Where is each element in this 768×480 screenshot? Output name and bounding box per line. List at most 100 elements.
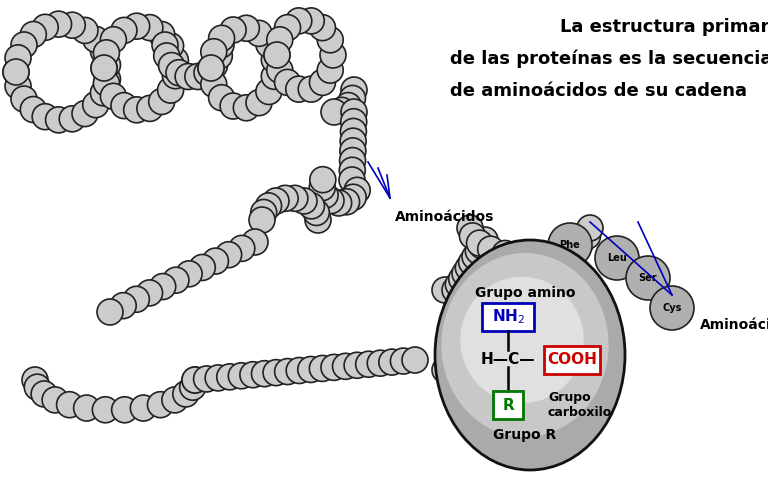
Circle shape (25, 374, 51, 400)
Circle shape (340, 138, 366, 164)
Circle shape (92, 397, 118, 423)
Text: Grupo
carboxilo: Grupo carboxilo (548, 391, 612, 419)
Circle shape (147, 392, 174, 418)
Circle shape (263, 360, 289, 385)
Circle shape (200, 39, 227, 65)
Circle shape (272, 185, 298, 211)
Circle shape (442, 278, 468, 305)
Circle shape (194, 366, 220, 392)
Circle shape (556, 236, 582, 262)
Circle shape (356, 351, 382, 377)
Circle shape (22, 367, 48, 393)
Circle shape (335, 93, 361, 119)
Circle shape (20, 96, 46, 122)
Circle shape (264, 42, 290, 68)
Circle shape (57, 392, 82, 418)
FancyBboxPatch shape (544, 346, 600, 374)
Circle shape (459, 223, 485, 249)
Circle shape (310, 355, 336, 382)
Circle shape (217, 364, 243, 390)
Circle shape (185, 63, 211, 89)
Circle shape (568, 230, 594, 256)
Circle shape (464, 334, 490, 360)
Circle shape (341, 108, 366, 135)
Circle shape (458, 291, 485, 317)
Circle shape (157, 77, 184, 103)
Circle shape (333, 353, 359, 379)
Circle shape (466, 230, 492, 256)
Circle shape (263, 188, 289, 214)
Circle shape (201, 53, 227, 79)
Text: Grupo amino: Grupo amino (475, 286, 575, 300)
Circle shape (94, 70, 120, 96)
Circle shape (340, 128, 366, 154)
Circle shape (626, 256, 670, 300)
Circle shape (310, 175, 335, 201)
Circle shape (162, 48, 188, 73)
Circle shape (457, 215, 483, 241)
Circle shape (203, 248, 228, 274)
Circle shape (175, 63, 201, 89)
Circle shape (246, 20, 272, 47)
Circle shape (124, 97, 150, 123)
Circle shape (542, 240, 568, 266)
Circle shape (274, 14, 300, 41)
Circle shape (256, 79, 282, 105)
Circle shape (131, 395, 157, 421)
Circle shape (451, 283, 477, 309)
Circle shape (176, 261, 202, 287)
Circle shape (339, 85, 366, 111)
Circle shape (233, 15, 260, 41)
Circle shape (317, 27, 343, 53)
Circle shape (390, 348, 416, 374)
Circle shape (72, 101, 98, 127)
Circle shape (162, 387, 188, 413)
Circle shape (339, 167, 365, 193)
Circle shape (110, 293, 136, 319)
Circle shape (432, 357, 458, 383)
Circle shape (329, 97, 355, 123)
Text: Aminoácidos: Aminoácidos (395, 210, 495, 224)
Circle shape (149, 88, 174, 115)
Circle shape (310, 14, 336, 41)
Circle shape (200, 71, 227, 97)
Circle shape (326, 190, 352, 216)
Circle shape (462, 244, 488, 270)
FancyBboxPatch shape (493, 391, 523, 419)
Circle shape (310, 167, 336, 192)
Circle shape (340, 184, 366, 210)
Circle shape (242, 229, 268, 255)
Circle shape (464, 300, 490, 326)
Circle shape (74, 395, 100, 421)
Circle shape (163, 267, 189, 293)
Circle shape (173, 381, 199, 407)
Circle shape (333, 189, 359, 215)
Circle shape (379, 349, 405, 375)
Circle shape (162, 63, 188, 89)
Circle shape (321, 99, 347, 125)
Text: Cys: Cys (662, 303, 682, 313)
Circle shape (157, 33, 184, 59)
Circle shape (11, 32, 37, 58)
Circle shape (298, 8, 324, 34)
Circle shape (45, 11, 71, 37)
Circle shape (220, 93, 246, 119)
Circle shape (432, 277, 458, 303)
Circle shape (20, 22, 46, 48)
Circle shape (209, 85, 234, 111)
Text: NH$_2$: NH$_2$ (492, 308, 525, 326)
Circle shape (154, 43, 180, 69)
Circle shape (42, 387, 68, 413)
Circle shape (367, 350, 393, 376)
Circle shape (468, 232, 495, 259)
Circle shape (59, 106, 85, 132)
Circle shape (111, 397, 137, 423)
Circle shape (45, 107, 71, 133)
Circle shape (240, 362, 266, 388)
Circle shape (233, 95, 260, 121)
Circle shape (91, 38, 117, 64)
Circle shape (194, 60, 220, 86)
Circle shape (72, 17, 98, 43)
Circle shape (344, 352, 370, 378)
Circle shape (298, 357, 324, 383)
